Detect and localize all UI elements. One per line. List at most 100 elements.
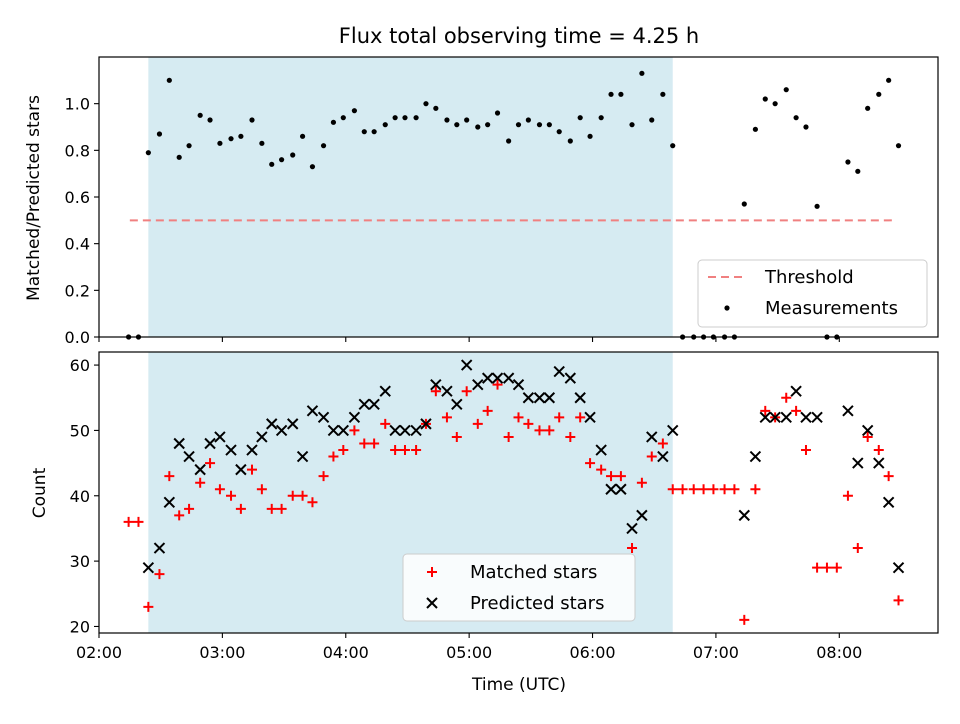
matched-star-point: [596, 464, 607, 475]
predicted-star-point: [605, 483, 617, 495]
predicted-star-point: [553, 365, 565, 378]
measurement-point: [629, 122, 635, 128]
measurement-point: [485, 122, 491, 128]
matched-star-point: [800, 445, 811, 456]
measurement-point: [895, 143, 902, 149]
x-tick-label: 04:00: [323, 643, 369, 662]
predicted-star-point: [337, 424, 350, 437]
predicted-star-point: [790, 385, 802, 397]
measurement-point: [228, 136, 234, 142]
predicted-star-point: [842, 405, 854, 417]
measurement-point: [855, 168, 861, 174]
measurement-point: [269, 161, 275, 167]
bottom-y-tick-label: 40: [70, 487, 90, 506]
matched-star-point: [143, 601, 154, 612]
legend-predicted-label: Predicted stars: [470, 593, 604, 614]
measurement-point: [783, 87, 789, 93]
predicted-star-point: [460, 359, 473, 371]
predicted-star-point: [780, 411, 792, 424]
predicted-star-point: [173, 437, 185, 450]
predicted-star-point: [389, 424, 401, 437]
matched-star-point: [873, 445, 884, 456]
chart-title: Flux total observing time = 4.25 h: [339, 24, 699, 48]
matched-star-point: [750, 484, 761, 495]
measurement-point: [494, 110, 501, 116]
matched-star-point: [575, 412, 586, 423]
measurement-point: [670, 143, 676, 149]
matched-star-point: [812, 562, 823, 573]
predicted-star-point: [543, 392, 556, 404]
legend-threshold-label: Threshold: [764, 267, 854, 288]
x-axis-label: Time (UTC): [471, 675, 566, 695]
predicted-star-point: [348, 411, 361, 424]
top-legend-box: [697, 259, 928, 328]
predicted-star-point: [214, 431, 226, 443]
predicted-star-point: [759, 411, 771, 424]
matched-star-point: [893, 595, 904, 606]
matched-star-point: [688, 484, 699, 495]
measurement-point: [464, 117, 470, 123]
predicted-star-point: [626, 522, 638, 535]
predicted-star-point: [204, 437, 216, 450]
predicted-star-point: [749, 450, 762, 463]
matched-star-point: [266, 503, 277, 514]
predicted-star-point: [667, 424, 679, 437]
predicted-star-point: [522, 392, 535, 404]
predicted-star-point: [256, 431, 268, 443]
bottom-axes-frame: [98, 351, 939, 634]
matched-star-point: [256, 484, 267, 495]
predicted-star-point: [861, 424, 874, 437]
predicted-star-point: [287, 418, 299, 430]
predicted-star-point: [235, 463, 247, 476]
predicted-star-point: [800, 411, 812, 424]
matched-star-point: [411, 445, 422, 456]
top-y-axis-label: Matched/Predicted stars: [24, 95, 44, 301]
legend-matched-label: Matched stars: [470, 562, 597, 583]
matched-star-point: [441, 412, 452, 423]
matched-star-point: [133, 516, 144, 527]
predicted-star-point: [317, 411, 330, 424]
predicted-star-point: [873, 457, 885, 469]
legend-measurements-label: Measurements: [765, 298, 898, 319]
measurement-point: [299, 133, 306, 139]
measurement-point: [608, 91, 614, 97]
matched-star-point: [174, 510, 185, 521]
predicted-star-point: [584, 411, 596, 424]
predicted-star-point: [502, 372, 515, 384]
measurement-point: [865, 105, 871, 111]
bottom-y-tick-label: 50: [70, 421, 90, 440]
x-tick-label: 02:00: [76, 643, 122, 662]
matched-star-point: [349, 425, 360, 436]
measurement-point: [639, 70, 645, 76]
predicted-star-point: [615, 483, 627, 495]
matched-star-point: [451, 431, 462, 442]
measurement-point: [290, 152, 296, 158]
bottom-y-tick-label: 30: [70, 552, 90, 571]
matched-star-point: [430, 386, 441, 397]
predicted-star-point: [738, 509, 750, 522]
matched-star-point: [729, 484, 740, 495]
top-shaded-span: [148, 57, 673, 337]
matched-star-point: [544, 425, 555, 436]
predicted-star-point: [163, 496, 176, 509]
matched-star-point: [677, 484, 688, 495]
legend-predicted-swatch: [426, 597, 438, 609]
measurement-point: [598, 115, 604, 121]
bottom-y-tick-label: 60: [70, 356, 90, 375]
predicted-star-point: [275, 424, 288, 437]
measurement-point: [402, 115, 408, 121]
legend-matched-swatch: [427, 567, 437, 577]
bottom-y-tick-label: 20: [70, 617, 90, 636]
matched-star-point: [585, 458, 596, 469]
predicted-star-point: [430, 378, 442, 391]
matched-star-point: [698, 484, 709, 495]
measurement-point: [515, 122, 522, 128]
matched-star-point: [154, 569, 165, 580]
measurement-point: [444, 117, 450, 123]
measurement-point: [197, 112, 203, 118]
measurement-point: [320, 143, 327, 149]
measurement-point: [556, 129, 562, 135]
matched-star-point: [492, 379, 503, 390]
measurement-point: [772, 101, 778, 107]
